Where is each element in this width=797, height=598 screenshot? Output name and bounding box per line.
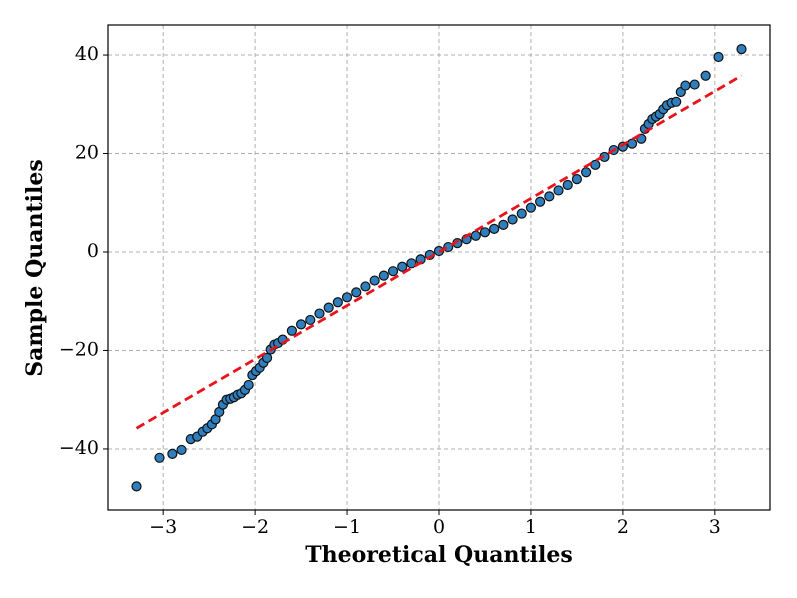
data-point [323, 302, 334, 313]
data-point [479, 227, 491, 238]
data-point [295, 319, 307, 330]
data-point [351, 287, 362, 298]
data-point [626, 138, 638, 149]
data-point [261, 352, 273, 363]
data-point [562, 179, 573, 191]
y-tick-label: 40 [75, 43, 99, 65]
data-point [167, 448, 178, 459]
y-tick-label: −40 [59, 437, 99, 459]
plot-frame [107, 24, 771, 511]
data-point [507, 214, 518, 225]
data-point [689, 79, 700, 90]
reference-line [135, 74, 743, 430]
data-point [369, 275, 380, 286]
x-tick-label: 2 [617, 516, 629, 538]
data-point [516, 208, 527, 219]
data-point [525, 202, 537, 213]
data-point [332, 297, 343, 308]
x-tick-label: 3 [709, 516, 721, 538]
data-point [406, 258, 417, 269]
data-point [571, 174, 583, 185]
x-tick-label: 0 [433, 516, 445, 538]
data-point [535, 196, 546, 207]
data-point [378, 270, 389, 281]
y-axis-title: Sample Quantiles [22, 159, 48, 377]
data-point [387, 266, 399, 277]
y-tick-label: 20 [75, 142, 99, 164]
data-point [154, 452, 165, 463]
data-point [590, 159, 601, 170]
data-point [176, 444, 187, 456]
data-point [397, 261, 408, 272]
data-point [713, 51, 724, 63]
x-tick-label: −3 [149, 516, 177, 538]
x-tick-label: 1 [525, 516, 537, 538]
data-point [489, 223, 500, 234]
x-axis-title: Theoretical Quantiles [305, 542, 572, 568]
data-point [470, 230, 481, 241]
y-tick-label: −20 [59, 338, 99, 360]
data-point [553, 185, 564, 196]
x-tick-label: −2 [241, 516, 269, 538]
data-point [498, 219, 509, 231]
data-point [131, 481, 142, 492]
data-point [314, 308, 325, 319]
data-point [305, 314, 316, 326]
data-point [700, 70, 711, 81]
data-point [581, 167, 592, 178]
data-point [544, 191, 555, 202]
data-point [736, 44, 747, 55]
data-point [680, 80, 691, 91]
data-point [671, 96, 682, 107]
data-point [243, 379, 254, 391]
data-point [286, 325, 297, 336]
x-tick-label: −1 [333, 516, 361, 538]
y-tick-label: 0 [87, 240, 99, 262]
data-point [341, 292, 353, 303]
data-point [360, 281, 371, 292]
